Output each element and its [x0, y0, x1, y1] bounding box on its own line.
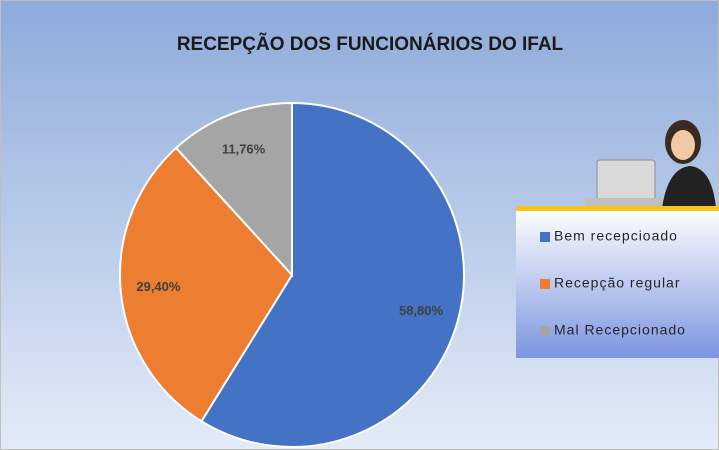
laptop-base: [585, 198, 667, 206]
legend-label: Bem recepcioado: [554, 228, 678, 244]
chart-title: RECEPÇÃO DOS FUNCIONÁRIOS DO IFAL: [177, 33, 564, 55]
data-label: 58,80%: [399, 303, 444, 318]
legend-label: Mal Recepcionado: [554, 322, 686, 338]
body: [662, 166, 716, 208]
illustration: [585, 120, 716, 208]
laptop: [596, 159, 656, 201]
legend-accent: [516, 206, 719, 211]
legend-swatch: [540, 232, 550, 242]
legend-swatch: [540, 279, 550, 289]
pie-slice: [200, 101, 465, 448]
data-label: 29,40%: [136, 279, 181, 294]
data-label: 11,76%: [222, 141, 266, 156]
pie-slice: [174, 101, 293, 278]
legend-label: Recepção regular: [554, 275, 681, 291]
face: [671, 130, 695, 160]
legend-swatch: [540, 326, 550, 336]
pie-slice: [119, 146, 294, 423]
